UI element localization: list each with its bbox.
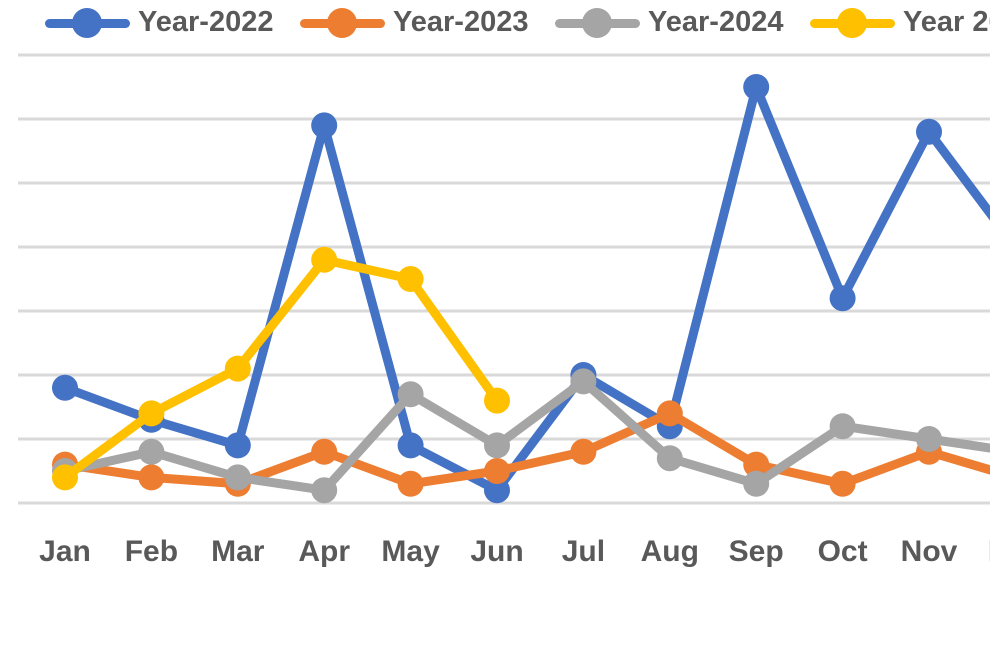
x-axis-label: Jan [39, 535, 91, 568]
data-point-marker [52, 374, 78, 401]
x-axis-label: Aug [641, 535, 699, 568]
data-point-marker [224, 464, 251, 491]
legend-item-3: Year-2024 [555, 6, 810, 39]
data-point-marker [397, 266, 424, 292]
data-point-marker [916, 426, 942, 452]
data-point-marker [484, 458, 510, 484]
data-point-marker [311, 477, 338, 504]
data-point-marker [311, 246, 338, 273]
data-point-marker [656, 400, 683, 427]
legend-dot [327, 7, 357, 38]
data-point-marker [397, 470, 424, 497]
data-point-marker [138, 464, 165, 491]
data-point-marker [829, 285, 856, 312]
data-point-marker [224, 355, 251, 382]
data-point-marker [916, 118, 942, 145]
x-axis-label: Apr [298, 535, 350, 568]
data-point-marker [570, 438, 597, 465]
data-point-marker [224, 432, 251, 459]
chart-legend: Year-2022 Year-2023 Year-2024 Year 2025 [45, 6, 990, 39]
legend-line-marker-icon [555, 7, 640, 39]
data-point-marker [743, 74, 770, 100]
legend-label: Year 2025 [903, 6, 990, 38]
x-axis-label: Jun [470, 535, 523, 568]
legend-dot [72, 7, 102, 38]
data-point-marker [138, 400, 165, 427]
legend-label: Year-2024 [648, 6, 784, 38]
legend-item-1: Year-2022 [45, 6, 300, 39]
data-point-marker [570, 368, 597, 395]
data-point-marker [311, 438, 338, 465]
x-axis-label: Feb [125, 535, 178, 568]
legend-label: Year-2023 [393, 6, 529, 38]
data-point-marker [743, 470, 770, 497]
data-point-marker [397, 432, 424, 459]
data-point-marker [52, 464, 78, 491]
x-axis-label: May [381, 535, 440, 568]
x-axis-label: Jul [562, 535, 605, 568]
data-point-marker [484, 477, 510, 504]
data-point-marker [743, 451, 770, 478]
series-line-3 [60, 376, 990, 495]
legend-item-2: Year-2023 [300, 6, 555, 39]
x-axis-label: Mar [211, 535, 265, 568]
legend-line-marker-icon [300, 7, 385, 39]
data-point-marker [484, 387, 510, 414]
x-axis-label: Dec [988, 535, 990, 568]
x-axis-label: Oct [818, 535, 868, 568]
legend-dot [582, 7, 612, 38]
legend-item-4: Year 2025 [810, 6, 990, 39]
series-line-2 [60, 408, 990, 489]
legend-dot [837, 7, 867, 38]
data-point-marker [397, 381, 424, 408]
series-line-4 [60, 255, 502, 482]
data-point-marker [829, 413, 856, 440]
series-line-1 [60, 82, 990, 495]
legend-label: Year-2022 [138, 6, 274, 38]
legend-line-marker-icon [45, 7, 130, 39]
data-point-marker [829, 470, 856, 497]
legend-line-marker-icon [810, 7, 895, 39]
data-point-marker [138, 438, 165, 465]
x-axis-label: Sep [729, 535, 784, 568]
data-point-marker [484, 432, 510, 459]
data-point-marker [311, 112, 338, 139]
x-axis-label: Nov [901, 535, 958, 568]
data-point-marker [656, 445, 683, 472]
